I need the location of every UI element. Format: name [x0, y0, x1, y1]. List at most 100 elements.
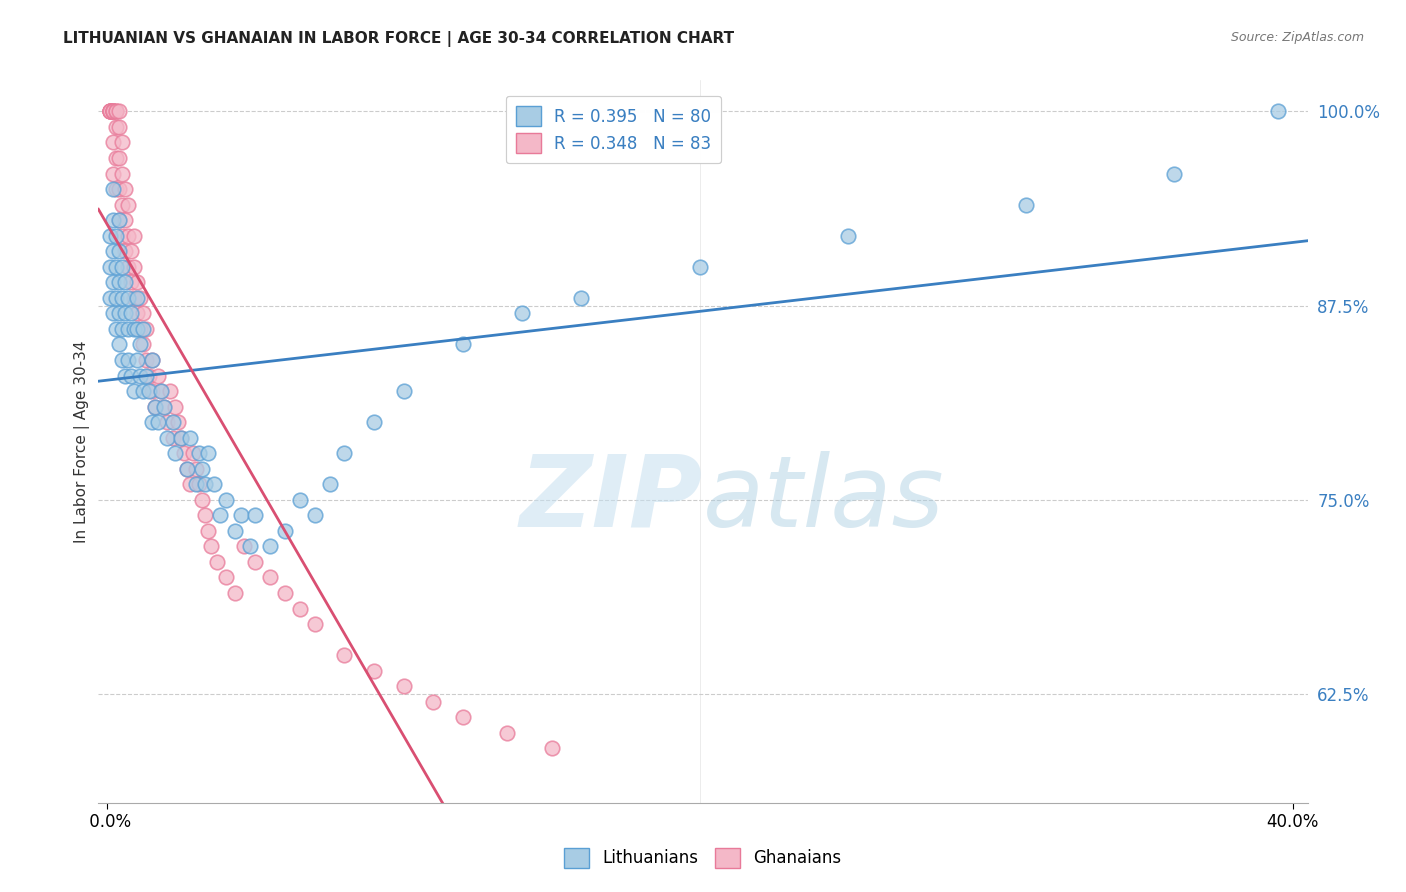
- Point: [197, 524, 219, 538]
- Point: [197, 446, 219, 460]
- Point: [170, 431, 193, 445]
- Point: [215, 570, 238, 584]
- Point: [108, 213, 131, 227]
- Point: [1163, 167, 1185, 181]
- Point: [689, 260, 711, 274]
- Point: [141, 384, 163, 398]
- Text: Source: ZipAtlas.com: Source: ZipAtlas.com: [1230, 31, 1364, 45]
- Point: [141, 353, 163, 368]
- Point: [837, 228, 859, 243]
- Point: [392, 384, 415, 398]
- Point: [135, 353, 157, 368]
- Point: [224, 586, 246, 600]
- Point: [111, 291, 134, 305]
- Point: [1267, 104, 1289, 119]
- Point: [422, 695, 444, 709]
- Point: [108, 120, 131, 134]
- Point: [105, 120, 128, 134]
- Point: [540, 741, 562, 756]
- Point: [186, 477, 208, 491]
- Point: [114, 368, 136, 383]
- Point: [451, 337, 474, 351]
- Point: [114, 182, 136, 196]
- Point: [120, 275, 142, 289]
- Point: [496, 726, 519, 740]
- Point: [205, 555, 228, 569]
- Point: [129, 337, 152, 351]
- Point: [98, 104, 121, 119]
- Text: atlas: atlas: [703, 450, 945, 548]
- Point: [162, 415, 184, 429]
- Point: [98, 260, 121, 274]
- Point: [103, 104, 125, 119]
- Point: [1015, 197, 1038, 211]
- Point: [132, 322, 155, 336]
- Point: [176, 461, 198, 475]
- Point: [146, 415, 169, 429]
- Point: [125, 291, 148, 305]
- Point: [122, 322, 145, 336]
- Point: [510, 306, 533, 320]
- Point: [135, 322, 157, 336]
- Point: [188, 446, 211, 460]
- Point: [111, 228, 134, 243]
- Point: [103, 182, 125, 196]
- Point: [259, 540, 281, 554]
- Point: [103, 244, 125, 259]
- Point: [114, 244, 136, 259]
- Point: [103, 104, 125, 119]
- Point: [122, 228, 145, 243]
- Point: [186, 461, 208, 475]
- Point: [103, 167, 125, 181]
- Point: [103, 104, 125, 119]
- Point: [103, 306, 125, 320]
- Point: [194, 477, 217, 491]
- Point: [181, 446, 204, 460]
- Point: [98, 291, 121, 305]
- Point: [108, 104, 131, 119]
- Text: LITHUANIAN VS GHANAIAN IN LABOR FORCE | AGE 30-34 CORRELATION CHART: LITHUANIAN VS GHANAIAN IN LABOR FORCE | …: [63, 31, 734, 47]
- Point: [152, 400, 174, 414]
- Point: [105, 182, 128, 196]
- Point: [141, 353, 163, 368]
- Point: [120, 244, 142, 259]
- Point: [108, 213, 131, 227]
- Point: [105, 104, 128, 119]
- Point: [103, 213, 125, 227]
- Point: [105, 104, 128, 119]
- Point: [122, 260, 145, 274]
- Point: [125, 353, 148, 368]
- Point: [138, 384, 160, 398]
- Point: [274, 586, 297, 600]
- Point: [132, 306, 155, 320]
- Point: [392, 679, 415, 693]
- Point: [288, 492, 311, 507]
- Point: [105, 291, 128, 305]
- Point: [188, 477, 211, 491]
- Point: [146, 368, 169, 383]
- Point: [170, 431, 193, 445]
- Point: [155, 415, 177, 429]
- Point: [149, 384, 172, 398]
- Point: [117, 197, 139, 211]
- Point: [229, 508, 252, 523]
- Point: [108, 244, 131, 259]
- Point: [108, 182, 131, 196]
- Point: [129, 322, 152, 336]
- Point: [232, 540, 254, 554]
- Point: [274, 524, 297, 538]
- Point: [215, 492, 238, 507]
- Point: [98, 104, 121, 119]
- Legend: Lithuanians, Ghanaians: Lithuanians, Ghanaians: [558, 841, 848, 875]
- Point: [111, 136, 134, 150]
- Y-axis label: In Labor Force | Age 30-34: In Labor Force | Age 30-34: [75, 340, 90, 543]
- Point: [363, 664, 385, 678]
- Point: [117, 322, 139, 336]
- Point: [129, 291, 152, 305]
- Point: [114, 306, 136, 320]
- Point: [117, 228, 139, 243]
- Point: [98, 104, 121, 119]
- Point: [165, 400, 187, 414]
- Point: [152, 400, 174, 414]
- Point: [117, 291, 139, 305]
